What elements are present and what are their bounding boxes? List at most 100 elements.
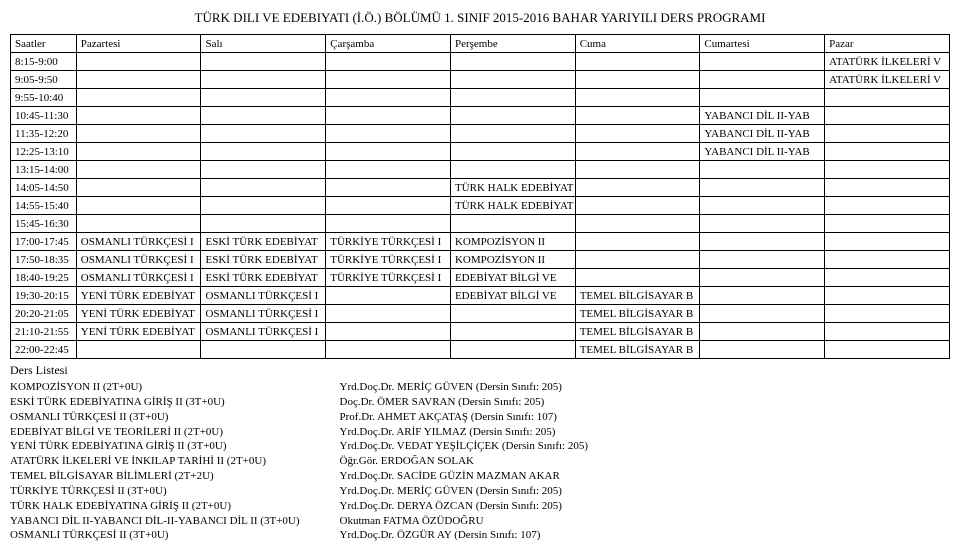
cell [700, 89, 825, 107]
table-row: 11:35-12:20YABANCI DİL II-YAB [11, 125, 950, 143]
cell [201, 161, 326, 179]
cell: EDEBİYAT BİLGİ VE [450, 269, 575, 287]
course-name: ESKİ TÜRK EDEBİYATINA GİRİŞ II (3T+0U) [10, 395, 300, 410]
cell: ESKİ TÜRK EDEBİYAT [201, 251, 326, 269]
table-row: 20:20-21:05YENİ TÜRK EDEBİYATOSMANLI TÜR… [11, 305, 950, 323]
cell [76, 71, 201, 89]
course-name: OSMANLI TÜRKÇESİ II (3T+0U) [10, 528, 300, 543]
cell [76, 143, 201, 161]
cell [575, 143, 700, 161]
cell: TEMEL BİLGİSAYAR B [575, 323, 700, 341]
table-row: 9:55-10:40 [11, 89, 950, 107]
cell [575, 251, 700, 269]
cell [326, 143, 451, 161]
cell: TEMEL BİLGİSAYAR B [575, 305, 700, 323]
course-name: KOMPOZİSYON II (2T+0U) [10, 380, 300, 395]
cell [575, 269, 700, 287]
table-row: 14:55-15:40TÜRK HALK EDEBİYAT [11, 197, 950, 215]
cell: TÜRKİYE TÜRKÇESİ I [326, 251, 451, 269]
course-instructor: Yrd.Doç.Dr. VEDAT YEŞİLÇİÇEK (Dersin Sın… [340, 439, 589, 454]
cell: ESKİ TÜRK EDEBİYAT [201, 269, 326, 287]
cell [450, 125, 575, 143]
cell [575, 53, 700, 71]
cell: YENİ TÜRK EDEBİYAT [76, 305, 201, 323]
table-row: 19:30-20:15YENİ TÜRK EDEBİYATOSMANLI TÜR… [11, 287, 950, 305]
cell [326, 341, 451, 359]
time-cell: 22:00-22:45 [11, 341, 77, 359]
cell [825, 107, 950, 125]
course-name: TEMEL BİLGİSAYAR BİLİMLERİ (2T+2U) [10, 469, 300, 484]
course-instructor: Yrd.Doç.Dr. DERYA ÖZCAN (Dersin Sınıfı: … [340, 499, 589, 514]
cell [326, 125, 451, 143]
cell [825, 197, 950, 215]
header-row: Saatler Pazartesi Salı Çarşamba Perşembe… [11, 35, 950, 53]
time-cell: 9:05-9:50 [11, 71, 77, 89]
cell [700, 233, 825, 251]
cell: ATATÜRK İLKELERİ V [825, 53, 950, 71]
cell: YABANCI DİL II-YAB [700, 143, 825, 161]
cell [825, 125, 950, 143]
time-cell: 11:35-12:20 [11, 125, 77, 143]
cell [326, 53, 451, 71]
cell [575, 71, 700, 89]
cell [700, 53, 825, 71]
cell [201, 107, 326, 125]
cell [76, 179, 201, 197]
cell: TEMEL BİLGİSAYAR B [575, 287, 700, 305]
cell: YENİ TÜRK EDEBİYAT [76, 287, 201, 305]
cell [201, 89, 326, 107]
time-cell: 15:45-16:30 [11, 215, 77, 233]
cell [201, 197, 326, 215]
cell: KOMPOZİSYON II [450, 251, 575, 269]
cell: OSMANLI TÜRKÇESİ I [201, 287, 326, 305]
cell [700, 305, 825, 323]
cell [575, 233, 700, 251]
cell: OSMANLI TÜRKÇESİ I [201, 305, 326, 323]
cell [450, 107, 575, 125]
cell [825, 251, 950, 269]
cell [76, 53, 201, 71]
time-cell: 8:15-9:00 [11, 53, 77, 71]
cell [326, 89, 451, 107]
time-cell: 21:10-21:55 [11, 323, 77, 341]
cell: ATATÜRK İLKELERİ V [825, 71, 950, 89]
cell: TÜRK HALK EDEBİYAT [450, 179, 575, 197]
cell [76, 125, 201, 143]
cell [326, 71, 451, 89]
cell [825, 179, 950, 197]
table-row: 9:05-9:50 ATATÜRK İLKELERİ V [11, 71, 950, 89]
col-thu: Perşembe [450, 35, 575, 53]
time-cell: 17:00-17:45 [11, 233, 77, 251]
cell [825, 323, 950, 341]
cell [575, 107, 700, 125]
cell: KOMPOZİSYON II [450, 233, 575, 251]
time-cell: 14:55-15:40 [11, 197, 77, 215]
course-instructor: Yrd.Doç.Dr. MERİÇ GÜVEN (Dersin Sınıfı: … [340, 380, 589, 395]
cell [700, 269, 825, 287]
col-sun: Pazar [825, 35, 950, 53]
cell [201, 143, 326, 161]
course-name: TÜRK HALK EDEBİYATINA GİRİŞ II (2T+0U) [10, 499, 300, 514]
cell [76, 107, 201, 125]
cell [201, 179, 326, 197]
cell [450, 89, 575, 107]
time-cell: 14:05-14:50 [11, 179, 77, 197]
time-cell: 19:30-20:15 [11, 287, 77, 305]
cell [76, 341, 201, 359]
time-cell: 9:55-10:40 [11, 89, 77, 107]
course-instructor: Okutman FATMA ÖZÜDOĞRU [340, 514, 589, 529]
cell: OSMANLI TÜRKÇESİ I [76, 251, 201, 269]
course-names-col: KOMPOZİSYON II (2T+0U) ESKİ TÜRK EDEBİYA… [10, 380, 300, 543]
cell: TEMEL BİLGİSAYAR B [575, 341, 700, 359]
cell [76, 89, 201, 107]
cell [201, 215, 326, 233]
cell [450, 71, 575, 89]
cell [450, 143, 575, 161]
cell [700, 197, 825, 215]
cell: YENİ TÜRK EDEBİYAT [76, 323, 201, 341]
cell: EDEBİYAT BİLGİ VE [450, 287, 575, 305]
cell [326, 305, 451, 323]
cell [575, 215, 700, 233]
cell: OSMANLI TÜRKÇESİ I [201, 323, 326, 341]
cell: ESKİ TÜRK EDEBİYAT [201, 233, 326, 251]
